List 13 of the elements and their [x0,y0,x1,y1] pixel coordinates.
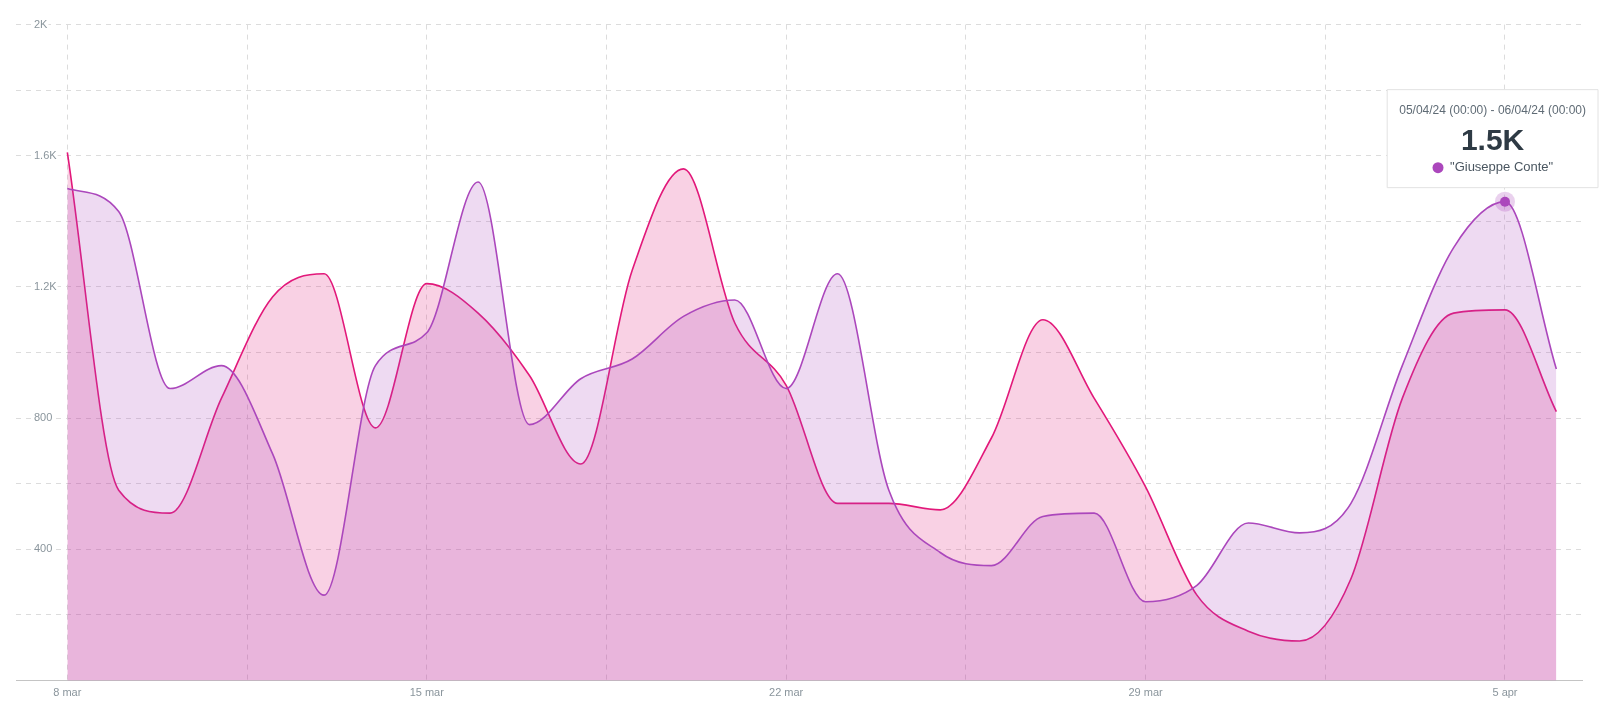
x-tick-label: 15 mar [409,686,445,699]
legend-label: "Giuseppe Conte" [1450,159,1554,175]
y-tick-label: 400 [34,542,53,555]
y-tick-label: 1.2K [34,279,58,292]
x-tick-label: 22 mar [769,686,804,699]
x-tick-label: 5 apr [1492,686,1518,699]
annotation: 05/04/24 (00:00) - 06/04/24 (00:00) [1399,102,1586,117]
annotation: 1.5K [1460,122,1525,156]
x-tick-label: 29 mar [1128,686,1164,699]
y-tick-label: 1.6K [34,148,58,161]
x-tick-label: 8 mar [53,686,82,699]
y-tick-label: 800 [34,411,53,424]
y-tick-label: 2K [34,17,49,30]
